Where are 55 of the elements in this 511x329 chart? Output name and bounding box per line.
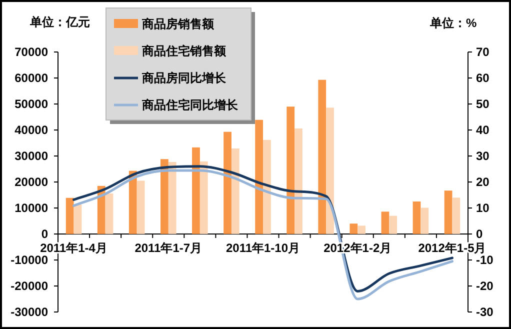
y-tick-label: 60000 — [14, 71, 48, 85]
y2-tick-label: 40 — [476, 123, 490, 137]
bar — [255, 120, 263, 234]
y2-tick-label: 50 — [476, 97, 490, 111]
bar — [74, 204, 82, 234]
y2-tick-label: 0 — [476, 227, 483, 241]
bar — [160, 159, 168, 234]
y-tick-label: 30000 — [14, 149, 48, 163]
y-axis-title: 单位：亿元 — [29, 15, 90, 29]
y2-tick-label: 60 — [476, 71, 490, 85]
bar — [318, 80, 326, 234]
y-tick-label: 70000 — [14, 45, 48, 59]
bar — [294, 128, 302, 234]
legend-label: 商品房同比增长 — [141, 71, 227, 85]
y2-tick-label: -10 — [476, 253, 494, 267]
bar — [224, 132, 232, 234]
y-tick-label: -10000 — [10, 253, 48, 267]
x-tick-label: 2011年1-7月 — [134, 241, 202, 255]
y2-tick-label: 10 — [476, 201, 490, 215]
bar — [263, 140, 271, 234]
y-tick-label: 50000 — [14, 97, 48, 111]
legend-label: 商品住宅同比增长 — [141, 98, 239, 112]
bar — [168, 162, 176, 234]
bar — [192, 147, 200, 234]
y-tick-label: -30000 — [10, 305, 48, 319]
bar — [444, 190, 452, 234]
bar — [389, 216, 398, 234]
bar — [136, 180, 145, 234]
y-tick-label: 10000 — [14, 201, 48, 215]
bar — [66, 198, 74, 234]
bar — [350, 224, 358, 234]
bar — [231, 148, 240, 234]
bar — [381, 212, 390, 234]
legend-label: 商品房销售额 — [141, 17, 215, 31]
bar — [452, 198, 460, 234]
y2-tick-label: 30 — [476, 149, 490, 163]
bar — [286, 106, 295, 234]
y2-tick-label: 20 — [476, 175, 490, 189]
bar — [420, 208, 429, 234]
y2-axis-title: 单位：% — [429, 16, 477, 30]
y2-tick-label: -30 — [476, 305, 494, 319]
y-tick-label: -20000 — [10, 279, 48, 293]
y2-tick-label: 70 — [476, 45, 490, 59]
bar — [200, 161, 208, 234]
bar — [412, 202, 421, 234]
y-tick-label: 0 — [41, 227, 48, 241]
bar — [105, 193, 114, 234]
y2-tick-label: -20 — [476, 279, 494, 293]
bar — [358, 226, 366, 234]
y-tick-label: 40000 — [14, 123, 48, 137]
bar — [128, 170, 137, 234]
bar — [326, 108, 334, 234]
y-tick-label: 20000 — [14, 175, 48, 189]
x-tick-label: 2011年1-10月 — [226, 241, 300, 255]
legend-label: 商品住宅销售额 — [141, 44, 227, 58]
